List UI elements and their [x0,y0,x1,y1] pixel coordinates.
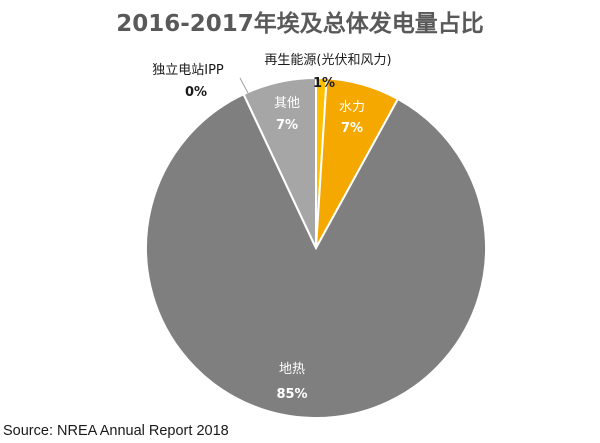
slice-name-label-3: 地热 [279,362,305,377]
source-note: Source: NREA Annual Report 2018 [3,423,229,439]
leader-line-1 [315,78,319,81]
slice-value-label-4: 0% [185,85,207,100]
slice-value-label-1: 1% [313,76,335,91]
slice-name-label-4: 独立电站IPP [152,63,224,78]
pie-slice-3 [145,92,487,419]
slice-value-label-3: 85% [276,387,307,402]
slice-name-label-2: 水力 [339,100,365,115]
slice-value-label-5: 7% [276,118,298,133]
leader-line-4 [239,77,249,94]
pie-slice-5 [242,76,317,249]
slice-name-label-1: 再生能源(光伏和风力) [264,53,391,68]
slice-value-label-2: 7% [341,121,363,136]
chart-title: 2016-2017年埃及总体发电量占比 [116,11,484,37]
slice-name-label-5: 其他 [274,96,300,111]
